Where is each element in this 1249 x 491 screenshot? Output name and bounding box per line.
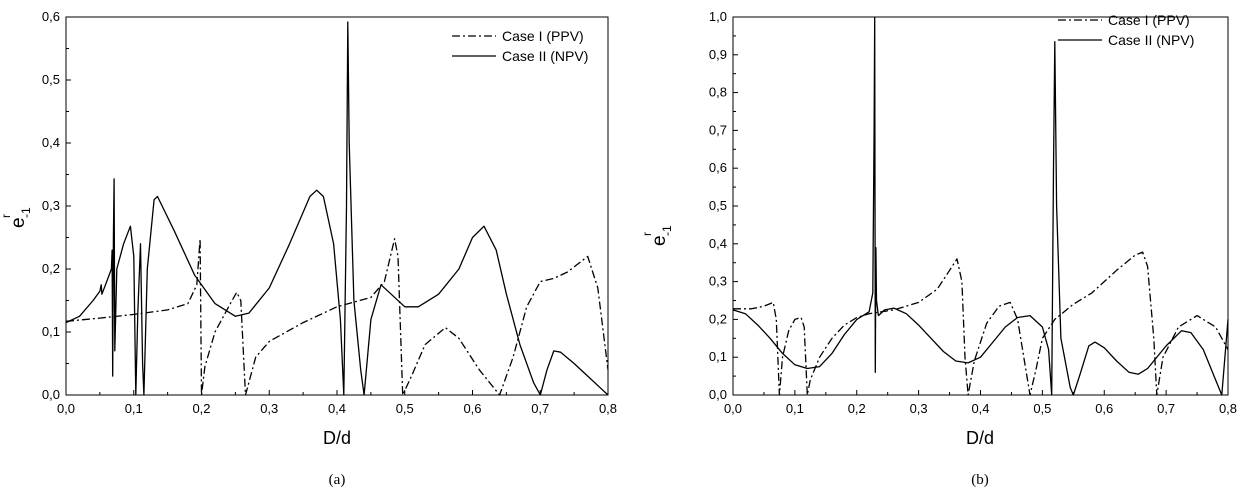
x-tick-label: 0,0 bbox=[57, 401, 75, 416]
y-axis-label-b: e r -1 bbox=[640, 225, 674, 246]
y-tick-label: 0,4 bbox=[42, 135, 60, 150]
caption-a: (a) bbox=[329, 472, 346, 488]
x-tick-label: 0,1 bbox=[125, 401, 143, 416]
y-axis-label-a: e r -1 bbox=[0, 207, 33, 228]
series-line-npv bbox=[65, 21, 609, 396]
y-axis-label-base-a: e bbox=[8, 217, 29, 228]
y-axis-label-base-b: e bbox=[649, 235, 670, 246]
plot-frame-a bbox=[65, 16, 609, 396]
y-axis-label-sup-a: r bbox=[0, 214, 13, 218]
series-line-npv bbox=[732, 17, 1229, 396]
x-tick-label: 0,8 bbox=[599, 401, 617, 416]
y-tick-label: 0,7 bbox=[709, 122, 727, 137]
y-tick-label: 0,2 bbox=[42, 261, 60, 276]
legend-label: Case I (PPV) bbox=[502, 28, 584, 44]
x-tick-label: 0,3 bbox=[260, 401, 278, 416]
chart-panel-b: 0,0 0,1 0,2 0,3 0,4 0,5 0,6 0,7 0,8 0,0 0,1 0,2 0,3 0… bbox=[640, 9, 1237, 488]
tick-group-b: 0,0 0,1 0,2 0,3 0,4 0,5 0,6 0,7 0,8 0,0 0,1 0,2 0,3 0… bbox=[709, 9, 1237, 416]
legend-label: Case II (NPV) bbox=[1108, 32, 1194, 48]
y-tick-label: 0,4 bbox=[709, 236, 727, 251]
y-tick-label: 0,8 bbox=[709, 85, 727, 100]
x-axis-label-b: D/d bbox=[966, 428, 994, 448]
x-tick-label: 0,0 bbox=[724, 401, 742, 416]
y-tick-label: 0,1 bbox=[42, 324, 60, 339]
x-tick-label: 0,2 bbox=[848, 401, 866, 416]
legend-label: Case I (PPV) bbox=[1108, 12, 1190, 28]
legend-b: Case I (PPV) Case II (NPV) bbox=[1058, 12, 1194, 48]
y-tick-label: 0,3 bbox=[709, 274, 727, 289]
x-tick-label: 0,7 bbox=[531, 401, 549, 416]
y-tick-label: 0,1 bbox=[709, 349, 727, 364]
y-tick-label: 0,0 bbox=[42, 387, 60, 402]
y-axis-label-sub-b: -1 bbox=[660, 225, 674, 236]
x-tick-label: 0,6 bbox=[463, 401, 481, 416]
y-tick-label: 0,5 bbox=[42, 72, 60, 87]
y-tick-label: 0,6 bbox=[42, 9, 60, 24]
x-tick-label: 0,8 bbox=[1219, 401, 1237, 416]
x-tick-label: 0,5 bbox=[396, 401, 414, 416]
tick-group-a: 0,0 0,1 0,2 0,3 0,4 0,5 0,6 0,7 0,8 0,0 0,1 0,2 0,3 0… bbox=[42, 9, 617, 416]
series-group-b bbox=[732, 17, 1229, 396]
legend-a: Case I (PPV) Case II (NPV) bbox=[452, 28, 588, 64]
y-tick-label: 1,0 bbox=[709, 9, 727, 24]
x-tick-label: 0,7 bbox=[1157, 401, 1175, 416]
y-tick-label: 0,6 bbox=[709, 160, 727, 175]
y-axis-label-sup-b: r bbox=[640, 232, 654, 236]
y-tick-label: 0,2 bbox=[709, 311, 727, 326]
y-axis-label-sub-a: -1 bbox=[19, 207, 33, 218]
caption-b: (b) bbox=[971, 472, 989, 488]
x-tick-label: 0,3 bbox=[910, 401, 928, 416]
y-tick-label: 0,3 bbox=[42, 198, 60, 213]
x-tick-label: 0,6 bbox=[1095, 401, 1113, 416]
y-tick-label: 0,5 bbox=[709, 198, 727, 213]
series-line-ppv bbox=[733, 251, 1229, 396]
x-tick-label: 0,5 bbox=[1033, 401, 1051, 416]
x-tick-label: 0,1 bbox=[786, 401, 804, 416]
legend-label: Case II (NPV) bbox=[502, 48, 588, 64]
x-axis-label-a: D/d bbox=[323, 428, 351, 448]
x-tick-label: 0,4 bbox=[328, 401, 346, 416]
x-tick-label: 0,4 bbox=[971, 401, 989, 416]
y-tick-label: 0,9 bbox=[709, 47, 727, 62]
series-group-a bbox=[65, 21, 609, 396]
chart-panel-a: 0,0 0,1 0,2 0,3 0,4 0,5 0,6 0,7 0,8 0,0 0,1 0,2 0,3 0… bbox=[0, 9, 617, 488]
series-line-ppv bbox=[65, 238, 609, 396]
x-tick-label: 0,2 bbox=[192, 401, 210, 416]
y-tick-label: 0,0 bbox=[709, 387, 727, 402]
